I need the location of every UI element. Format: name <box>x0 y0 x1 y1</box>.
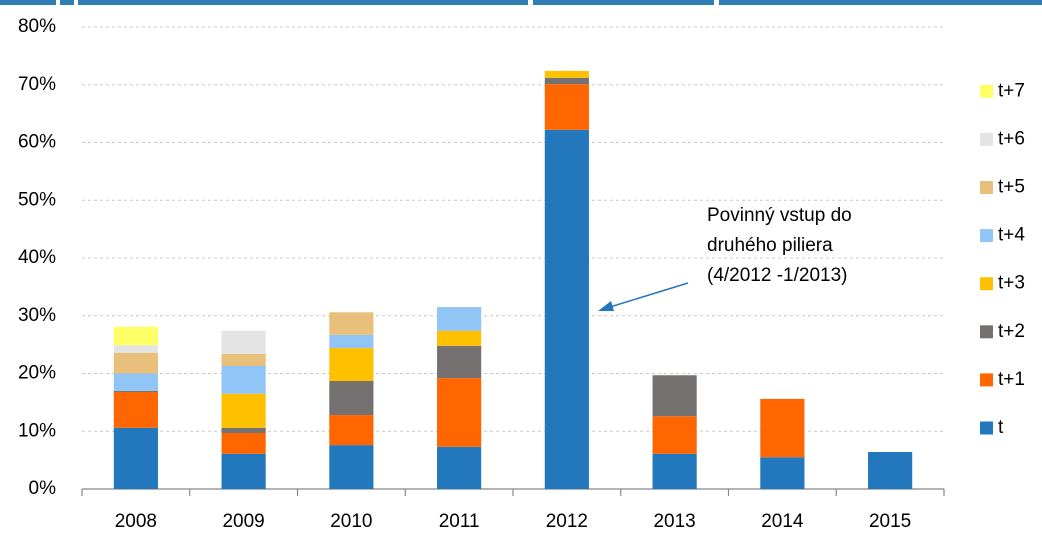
y-tick-label: 0% <box>29 478 57 499</box>
bar-segment <box>113 345 158 353</box>
bar-segment <box>221 353 266 366</box>
bar-segment <box>868 452 913 489</box>
y-tick-label: 70% <box>18 74 56 95</box>
legend-label: t+7 <box>998 80 1025 101</box>
x-tick-label: 2015 <box>869 511 911 532</box>
bar-segment <box>113 373 158 391</box>
bar-segment <box>221 393 266 428</box>
bar-segment <box>437 330 482 346</box>
legend-label: t+5 <box>998 177 1025 198</box>
legend-swatch <box>980 373 993 387</box>
y-tick-label: 10% <box>18 420 56 441</box>
legend-swatch <box>980 229 993 243</box>
arrow-head <box>598 301 614 311</box>
bar-segment <box>113 352 158 374</box>
legend-label: t+2 <box>998 321 1025 342</box>
y-tick-label: 40% <box>18 247 56 268</box>
bar-segment <box>329 334 374 349</box>
bar-segment <box>652 453 697 489</box>
bar-segment <box>544 84 589 130</box>
bar-segment <box>544 129 589 490</box>
x-tick-label: 2009 <box>222 511 264 532</box>
legend-label: t+3 <box>998 273 1025 294</box>
x-tick-label: 2011 <box>439 511 480 532</box>
legend-swatch <box>980 132 993 146</box>
y-tick-label: 80% <box>18 16 56 37</box>
bar-segment <box>437 446 482 489</box>
annotation-line: druhého piliera <box>707 235 833 256</box>
legend-swatch <box>980 84 993 98</box>
bar-segment <box>113 391 158 428</box>
x-tick-label: 2014 <box>761 511 804 532</box>
bar-segment <box>329 445 374 489</box>
bar-segment <box>221 330 266 354</box>
legend-label: t+1 <box>998 369 1025 390</box>
legend-swatch <box>980 277 993 291</box>
bar-segment <box>329 348 374 382</box>
bar-segment <box>221 453 266 489</box>
bar-segment <box>760 457 805 489</box>
bar-segment <box>437 345 482 379</box>
bar-segment <box>221 432 266 454</box>
bar-segment <box>544 70 589 78</box>
bar-segment <box>329 415 374 446</box>
y-tick-label: 60% <box>18 132 56 153</box>
y-tick-label: 50% <box>18 189 56 210</box>
x-tick-label: 2012 <box>546 511 588 532</box>
bar-segment <box>652 416 697 454</box>
y-tick-label: 20% <box>18 363 56 384</box>
bar-segment <box>329 312 374 335</box>
bar-segment <box>113 427 158 489</box>
bar-segment <box>113 390 158 392</box>
bar-segment <box>544 77 589 85</box>
x-tick-label: 2013 <box>653 511 695 532</box>
annotation-line: (4/2012 -1/2013) <box>707 265 848 286</box>
legend-swatch <box>980 325 993 339</box>
legend-label: t+6 <box>998 128 1025 149</box>
annotation-arrow <box>609 282 689 308</box>
y-tick-label: 30% <box>18 305 56 326</box>
legend-label: t+4 <box>998 225 1025 246</box>
annotation: Povinný vstup do druhého piliera (4/2012… <box>598 205 852 311</box>
bar-segment <box>437 378 482 447</box>
bar-segment <box>329 381 374 416</box>
bar-segment <box>760 398 805 458</box>
legend-label: t <box>998 417 1004 438</box>
bar-segment <box>221 365 266 394</box>
header-strip <box>0 0 1042 5</box>
bar-segment <box>437 307 482 331</box>
x-tick-label: 2008 <box>115 511 157 532</box>
x-tick-label: 2010 <box>330 511 372 532</box>
legend-swatch <box>980 181 993 194</box>
legend-swatch <box>980 421 993 435</box>
bar-segment <box>113 326 158 346</box>
annotation-line: Povinný vstup do <box>707 205 852 226</box>
bar-segment <box>221 427 266 433</box>
bar-segment <box>652 375 697 417</box>
